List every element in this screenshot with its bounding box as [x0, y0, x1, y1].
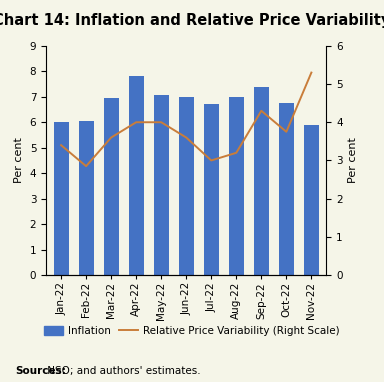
Bar: [154, 96, 169, 275]
Bar: [254, 87, 269, 275]
Y-axis label: Per cent: Per cent: [14, 138, 24, 183]
Y-axis label: Per cent: Per cent: [348, 138, 358, 183]
Text: Sources:: Sources:: [15, 366, 66, 376]
Bar: [304, 125, 319, 275]
Bar: [204, 104, 219, 275]
Legend: Inflation, Relative Price Variability (Right Scale): Inflation, Relative Price Variability (R…: [40, 322, 344, 340]
Bar: [54, 122, 69, 275]
Bar: [79, 121, 94, 275]
Bar: [129, 76, 144, 275]
Text: NSO; and authors' estimates.: NSO; and authors' estimates.: [44, 366, 201, 376]
Bar: [229, 97, 244, 275]
Text: Chart 14: Inflation and Relative Price Variability: Chart 14: Inflation and Relative Price V…: [0, 13, 384, 28]
Bar: [179, 97, 194, 275]
Bar: [104, 98, 119, 275]
Bar: [279, 103, 294, 275]
